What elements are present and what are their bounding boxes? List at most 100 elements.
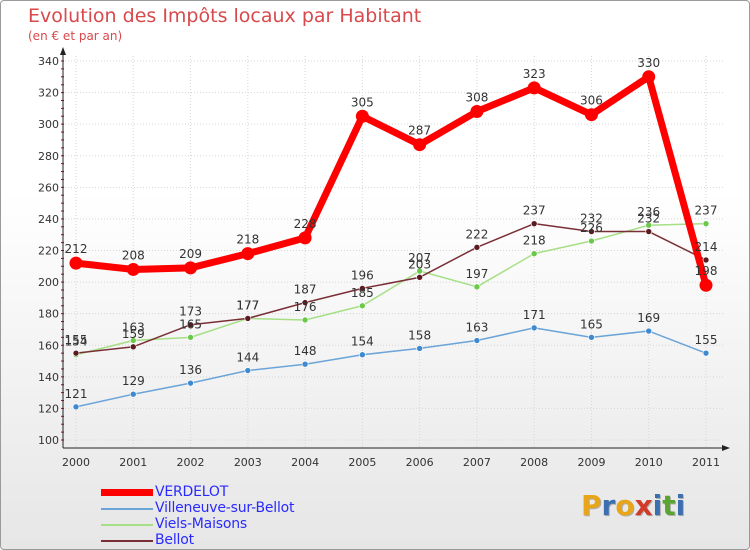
data-label: 232 [637, 212, 660, 226]
x-tick-label: 2000 [62, 456, 90, 469]
data-point [301, 316, 309, 324]
data-point [702, 349, 710, 357]
data-point [642, 70, 656, 84]
legend-label: Bellot [155, 532, 194, 548]
data-label: 218 [523, 234, 546, 248]
y-tick-label: 320 [38, 87, 59, 100]
data-point [645, 228, 653, 235]
data-label: 155 [65, 333, 88, 347]
x-tick-label: 2005 [348, 456, 376, 469]
data-point [72, 349, 80, 357]
data-label: 158 [408, 328, 431, 342]
logo-letter: P [581, 489, 602, 522]
data-label: 306 [580, 94, 603, 108]
data-point [588, 228, 595, 235]
data-point [355, 109, 369, 123]
data-label: 232 [580, 212, 603, 226]
data-label: 207 [408, 251, 431, 265]
x-tick-label: 2008 [520, 456, 548, 469]
legend-label: Viels-Maisons [155, 516, 247, 532]
data-label: 165 [179, 317, 202, 331]
data-label: 171 [523, 308, 546, 322]
data-label: 237 [695, 204, 718, 218]
data-point [473, 283, 481, 291]
data-point [72, 403, 80, 411]
data-point [69, 256, 83, 270]
y-axis-arrow [60, 47, 66, 55]
data-label: 144 [236, 351, 259, 365]
data-point [588, 237, 595, 245]
data-point [645, 221, 653, 229]
data-label: 187 [294, 283, 317, 297]
data-label: 214 [695, 240, 718, 254]
data-point [359, 302, 366, 310]
data-point [359, 351, 366, 359]
y-tick-label: 240 [38, 213, 59, 226]
data-label: 129 [122, 374, 145, 388]
data-label: 173 [179, 305, 202, 319]
logo-letter: o [615, 489, 635, 522]
x-tick-label: 2004 [291, 456, 319, 469]
data-point [359, 285, 366, 292]
legend-label: Villeneuve-sur-Bellot [155, 500, 295, 516]
data-label: 222 [465, 227, 488, 241]
data-label: 148 [294, 344, 317, 358]
data-label: 203 [408, 257, 431, 271]
chart-title: Evolution des Impôts locaux par Habitant [28, 5, 422, 27]
data-point [298, 231, 312, 245]
data-label: 177 [236, 298, 259, 312]
data-label: 212 [65, 242, 88, 256]
y-tick-label: 280 [38, 150, 59, 163]
legend-swatch-viels-maisons [101, 524, 153, 526]
data-point [301, 360, 309, 368]
y-tick-label: 100 [38, 434, 59, 447]
logo-letter: x [634, 489, 653, 522]
data-label: 163 [122, 321, 145, 335]
y-tick-label: 340 [38, 55, 59, 68]
logo-letter: i [675, 489, 686, 522]
data-point [187, 321, 194, 329]
data-point [530, 324, 538, 332]
data-point [129, 337, 137, 344]
data-label: 236 [637, 205, 660, 219]
data-label: 323 [523, 67, 546, 81]
data-point [416, 267, 423, 275]
x-tick-label: 2010 [635, 456, 663, 469]
x-tick-label: 2006 [406, 456, 434, 469]
data-point [244, 367, 252, 374]
data-point [645, 327, 653, 335]
data-point [588, 334, 595, 341]
data-point [416, 345, 423, 352]
data-label: 228 [294, 217, 317, 231]
data-label: 196 [351, 268, 374, 282]
data-point [187, 334, 194, 341]
data-label: 209 [179, 247, 202, 261]
data-label: 154 [351, 335, 374, 349]
chart-subtitle: (en € et par an) [28, 29, 123, 43]
data-point [129, 343, 137, 351]
y-tick-label: 140 [38, 371, 59, 384]
data-label: 287 [408, 124, 431, 138]
data-point [527, 81, 541, 95]
data-point [702, 256, 710, 264]
data-label: 208 [122, 248, 145, 262]
y-tick-label: 200 [38, 276, 59, 289]
data-label: 185 [351, 286, 374, 300]
data-point [699, 278, 713, 292]
legend-label: VERDELOT [155, 484, 229, 500]
data-point [470, 105, 484, 119]
x-tick-label: 2003 [234, 456, 262, 469]
data-label: 197 [465, 267, 488, 281]
data-point [530, 220, 538, 227]
data-point [702, 220, 710, 227]
data-label: 177 [236, 298, 259, 312]
logo-letter: r [601, 489, 616, 522]
series-line-viels-maisons [75, 222, 707, 356]
data-label: 136 [179, 363, 202, 377]
x-tick-label: 2002 [177, 456, 205, 469]
logo-letter: i [652, 489, 663, 522]
data-label: 159 [122, 327, 145, 341]
y-tick-label: 300 [38, 118, 59, 131]
series-line-verdelot [75, 73, 710, 287]
